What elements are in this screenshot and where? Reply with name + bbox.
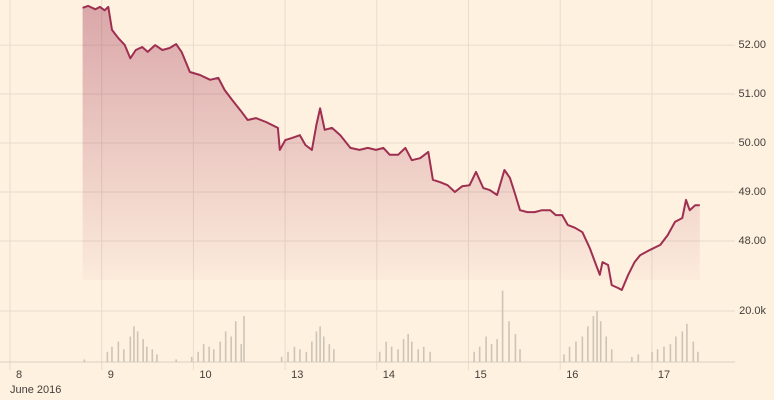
volume-bar	[508, 321, 510, 362]
volume-bar	[631, 356, 633, 362]
volume-bar	[651, 351, 653, 362]
volume-bar	[230, 336, 232, 362]
volume-bar	[596, 311, 598, 362]
volume-bar	[219, 341, 221, 362]
volume-bar	[675, 336, 677, 362]
volume-bar	[686, 323, 688, 362]
volume-bar	[581, 336, 584, 362]
volume-bar	[575, 341, 577, 362]
volume-bar	[411, 341, 413, 362]
y-tick-label: 49.00	[738, 186, 766, 198]
volume-bar	[123, 349, 125, 362]
y-tick-label: 50.00	[738, 137, 766, 149]
volume-bar	[202, 344, 205, 362]
volume-bar	[190, 356, 193, 362]
volume-bar	[697, 351, 699, 362]
volume-bar	[605, 336, 608, 362]
volume-bar	[514, 333, 517, 362]
volume-bar	[390, 346, 393, 362]
volume-bar	[610, 349, 613, 362]
label-layer: 48.00 49.00 50.00 51.00 52.00 20.0k 8 9 10 13 14 15…	[16, 39, 766, 381]
volume-bar	[378, 351, 381, 362]
volume-bar	[151, 349, 154, 362]
volume-bar	[485, 336, 487, 362]
volume-bar	[311, 341, 313, 362]
volume-bar	[319, 326, 321, 362]
y-tick-label: 51.00	[738, 88, 766, 100]
volume-bar	[287, 351, 289, 362]
y-tick-label: 48.00	[738, 235, 766, 247]
volume-bar	[299, 349, 301, 362]
volume-bar	[599, 321, 602, 362]
volume-bar	[224, 331, 227, 362]
volume-bar	[385, 341, 387, 362]
volume-bar	[305, 351, 308, 362]
volume-bar	[637, 354, 640, 362]
volume-bar	[417, 349, 420, 362]
volume-bar	[490, 344, 493, 362]
volume-bar	[681, 331, 684, 362]
volume-bar	[117, 341, 120, 362]
x-tick-label: 16	[566, 369, 578, 381]
volume-bar	[142, 339, 144, 362]
price-area	[82, 5, 700, 291]
volume-bar	[669, 344, 672, 362]
volume-bar	[563, 354, 565, 362]
volume-bar	[322, 336, 325, 362]
x-tick-label: 15	[475, 369, 487, 381]
volume-bar	[156, 354, 158, 362]
volume-bar	[663, 346, 665, 362]
x-tick-label: 14	[383, 369, 395, 381]
volume-bar	[197, 351, 199, 362]
volume-bar	[496, 339, 498, 362]
volume-bar	[145, 346, 148, 362]
volume-bar	[315, 331, 318, 362]
volume-bar	[111, 346, 113, 362]
volume-bar	[208, 346, 210, 362]
volume-bar	[240, 344, 243, 362]
y-tick-label: 20.0k	[739, 305, 766, 317]
volume-bar	[429, 351, 431, 362]
volume-bar	[587, 326, 589, 362]
x-tick-label: 17	[658, 369, 670, 381]
x-tick-label: 13	[291, 369, 303, 381]
volume-bar	[234, 321, 237, 362]
volume-bar	[136, 331, 139, 362]
volume-bar	[129, 336, 132, 362]
volume-bar	[422, 346, 425, 362]
volume-bar	[83, 359, 86, 362]
volume-bar	[568, 346, 571, 362]
volume-bar	[133, 326, 135, 362]
x-tick-label: 9	[108, 369, 114, 381]
volume-bar	[656, 349, 659, 362]
volume-bar	[519, 349, 521, 362]
volume-bar	[692, 341, 695, 362]
volume-bar	[501, 290, 504, 362]
volume-bar	[473, 351, 475, 362]
volume-bar	[592, 316, 595, 362]
y-tick-label: 52.00	[738, 39, 766, 51]
volume-bar	[402, 339, 405, 362]
x-tick-label: 10	[199, 369, 211, 381]
volume-bar	[397, 349, 399, 362]
volume-bar	[212, 349, 215, 362]
volume-bar	[175, 359, 177, 362]
volume-bar	[106, 351, 109, 362]
price-line	[82, 4, 700, 291]
volume-bar	[478, 346, 481, 362]
volume-bar	[293, 346, 296, 362]
volume-bar	[280, 356, 283, 362]
x-axis-label: June 2016	[10, 384, 61, 396]
volume-bar	[328, 344, 331, 362]
volume-bar	[333, 349, 335, 362]
volume-bar	[243, 316, 245, 362]
volume-bar	[407, 333, 409, 362]
mark-layer	[82, 4, 700, 362]
x-tick-label: 8	[16, 369, 22, 381]
